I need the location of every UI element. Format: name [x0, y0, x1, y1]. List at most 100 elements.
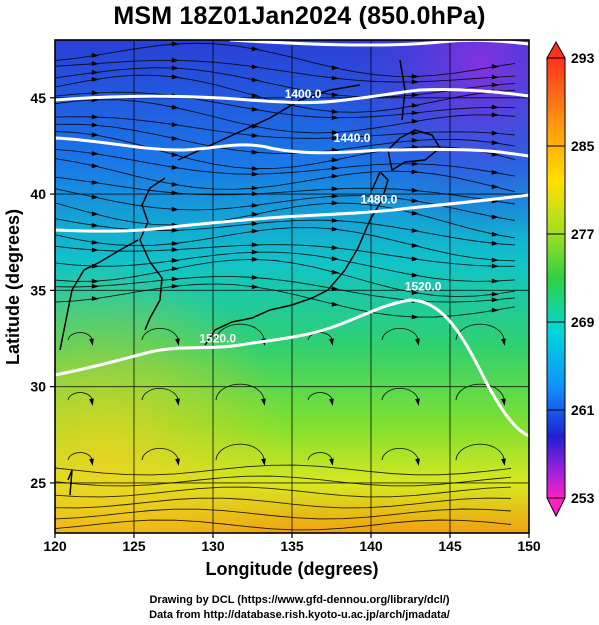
streamline-arrow	[491, 184, 499, 189]
colorbar-tick-label: 293	[571, 50, 595, 66]
streamline-arrow	[491, 257, 499, 263]
credit-data: Data from http://database.rish.kyoto-u.a…	[149, 609, 450, 621]
streamline-arrow	[331, 115, 339, 120]
colorbar-tick-label: 285	[571, 138, 595, 154]
streamline-arrow	[251, 64, 259, 70]
streamline-arrow	[491, 64, 499, 69]
colorbar-tick-label: 261	[571, 402, 595, 418]
streamline	[55, 59, 516, 83]
streamline	[55, 176, 516, 205]
streamline	[55, 91, 516, 119]
streamline-arrow	[331, 173, 339, 179]
streamline-arrow	[251, 77, 259, 83]
streamline	[55, 148, 516, 177]
streamline-arrow	[171, 152, 179, 158]
streamline	[55, 276, 516, 303]
streamline-arrow	[171, 41, 179, 47]
streamline-arrow	[331, 226, 339, 232]
streamline	[55, 202, 516, 239]
streamline-arrow	[171, 266, 179, 271]
streamline-arrow	[251, 149, 259, 155]
streamline-arrow	[411, 137, 419, 143]
streamline-arrow	[171, 276, 179, 282]
streamline-arrow	[171, 74, 179, 80]
streamline-arrow	[251, 171, 259, 177]
streamline-arrow	[415, 398, 420, 406]
streamline-arrow	[251, 249, 259, 255]
streamline-arrow	[251, 107, 259, 112]
streamline-arrow	[411, 103, 419, 108]
wind-streamlines	[55, 41, 516, 531]
streamline	[141, 447, 179, 463]
streamline-arrow	[491, 169, 499, 175]
streamline-arrow	[91, 61, 99, 66]
streamline	[55, 42, 516, 77]
streamline-arrow	[329, 338, 334, 346]
contour-1560	[229, 40, 529, 47]
streamline-arrow	[171, 122, 179, 127]
streamline-arrow	[411, 118, 419, 124]
streamline-arrow	[91, 151, 99, 156]
streamline-arrow	[491, 231, 499, 237]
streamline-arrow	[91, 180, 99, 185]
streamline-arrow	[411, 79, 419, 85]
streamline-arrow	[251, 46, 259, 52]
coastline-korea-china	[59, 177, 166, 351]
streamline-arrow	[91, 132, 99, 138]
streamline-arrow	[491, 82, 499, 88]
streamline-arrow	[251, 133, 259, 138]
streamline-arrow	[331, 218, 339, 223]
streamline-arrow	[411, 73, 419, 79]
lon-tick-label: 140	[359, 538, 383, 554]
streamline-arrow	[175, 398, 180, 406]
streamline-arrow	[491, 140, 499, 146]
streamline-arrow	[491, 130, 499, 136]
contour-label-group: 1400.0 1440.0 1480.0 1520.0 1520.0	[199, 87, 441, 346]
streamline-arrow	[251, 275, 259, 280]
streamline-arrow	[331, 193, 339, 199]
streamline-arrow	[171, 182, 179, 187]
streamline	[141, 387, 179, 403]
streamline-arrow	[91, 52, 99, 58]
streamline-arrow	[491, 104, 499, 110]
streamline-arrow	[411, 243, 419, 248]
coastline-taiwan	[67, 469, 73, 496]
streamline-arrow	[91, 240, 99, 245]
map-title: MSM 18Z01Jan2024 (850.0hPa)	[113, 2, 486, 30]
streamline-arrow	[251, 166, 259, 171]
streamline-arrow	[411, 228, 419, 233]
colorbar-tick-label: 277	[571, 226, 595, 242]
streamline-arrow	[411, 198, 419, 203]
streamline-arrow	[331, 109, 339, 114]
streamline	[55, 508, 512, 520]
streamline-arrow	[411, 256, 419, 262]
streamline	[55, 131, 516, 170]
streamline	[55, 258, 516, 298]
lat-tick-label: 45	[30, 90, 46, 106]
streamline	[455, 443, 505, 463]
streamline-arrow	[331, 245, 339, 251]
streamline-arrow	[91, 283, 99, 289]
streamline	[55, 497, 512, 509]
streamline	[55, 218, 516, 246]
contour-1520	[55, 298, 529, 438]
streamline	[55, 242, 516, 267]
streamline-arrow	[331, 200, 339, 206]
colorbar-max-arrow	[546, 40, 566, 59]
contour-label: 1520.0	[199, 331, 236, 345]
streamline-arrow	[491, 214, 499, 220]
streamline-arrow	[261, 398, 266, 406]
y-axis-label: Latitude (degrees)	[3, 209, 23, 365]
streamline-arrow	[491, 152, 499, 157]
coastline-hokkaido	[387, 129, 441, 172]
streamline-arrow	[91, 194, 99, 200]
contour-1480	[55, 193, 529, 233]
streamline	[381, 327, 419, 343]
contour-label: 1400.0	[285, 87, 322, 101]
lon-tick-label: 130	[201, 538, 225, 554]
streamline-arrow	[171, 227, 179, 233]
streamline	[455, 383, 505, 403]
streamline-arrow	[331, 302, 339, 307]
streamline	[55, 519, 512, 531]
